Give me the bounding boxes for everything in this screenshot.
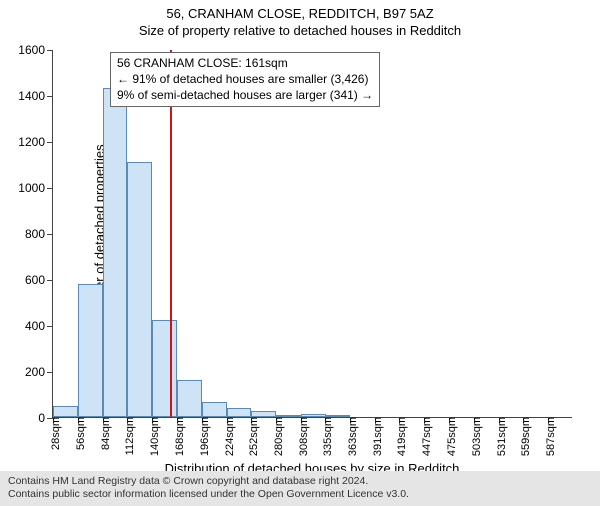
x-tick-label: 391sqm xyxy=(366,417,384,456)
x-tick-label: 559sqm xyxy=(514,417,532,456)
x-tick-label: 112sqm xyxy=(118,417,136,455)
info-line-2: ← 91% of detached houses are smaller (3,… xyxy=(117,71,373,87)
y-tick-label: 1000 xyxy=(18,181,53,195)
histogram-bar xyxy=(227,408,252,417)
histogram-bar xyxy=(103,88,128,417)
y-tick-label: 600 xyxy=(25,273,53,287)
x-tick-label: 224sqm xyxy=(218,417,236,456)
y-tick-label: 800 xyxy=(25,227,53,241)
info-box: 56 CRANHAM CLOSE: 161sqm ← 91% of detach… xyxy=(110,52,380,107)
y-tick-label: 1600 xyxy=(18,43,53,57)
x-tick-label: 252sqm xyxy=(242,417,260,456)
histogram-bar xyxy=(202,402,227,417)
x-tick-label: 140sqm xyxy=(143,417,161,456)
x-tick-label: 196sqm xyxy=(193,417,211,456)
x-tick-label: 587sqm xyxy=(539,417,557,456)
footer-line-1: Contains HM Land Registry data © Crown c… xyxy=(8,475,592,489)
page-title-main: 56, CRANHAM CLOSE, REDDITCH, B97 5AZ xyxy=(0,6,600,21)
x-tick-label: 419sqm xyxy=(390,417,408,456)
footer: Contains HM Land Registry data © Crown c… xyxy=(0,471,600,506)
x-tick-label: 56sqm xyxy=(69,417,87,450)
x-tick-label: 28sqm xyxy=(44,417,62,450)
y-tick-label: 400 xyxy=(25,319,53,333)
histogram-bar xyxy=(53,406,78,418)
histogram-bar xyxy=(78,284,103,417)
histogram-bar xyxy=(152,320,177,417)
x-tick-label: 168sqm xyxy=(168,417,186,456)
x-tick-label: 447sqm xyxy=(415,417,433,456)
y-tick-label: 200 xyxy=(25,365,53,379)
x-tick-label: 531sqm xyxy=(490,417,508,456)
x-tick-label: 363sqm xyxy=(341,417,359,456)
info-line-1: 56 CRANHAM CLOSE: 161sqm xyxy=(117,55,373,71)
x-tick-label: 475sqm xyxy=(440,417,458,456)
histogram-bar xyxy=(127,162,152,417)
chart-container: Number of detached properties Distributi… xyxy=(52,50,572,418)
x-tick-label: 308sqm xyxy=(292,417,310,456)
x-tick-label: 280sqm xyxy=(267,417,285,456)
x-tick-label: 84sqm xyxy=(94,417,112,450)
y-tick-label: 1200 xyxy=(18,135,53,149)
x-tick-label: 335sqm xyxy=(316,417,334,456)
histogram-bar xyxy=(177,380,202,417)
x-tick-label: 503sqm xyxy=(465,417,483,456)
y-tick-label: 1400 xyxy=(18,89,53,103)
page-title-sub: Size of property relative to detached ho… xyxy=(0,23,600,38)
info-line-3: 9% of semi-detached houses are larger (3… xyxy=(117,87,373,103)
